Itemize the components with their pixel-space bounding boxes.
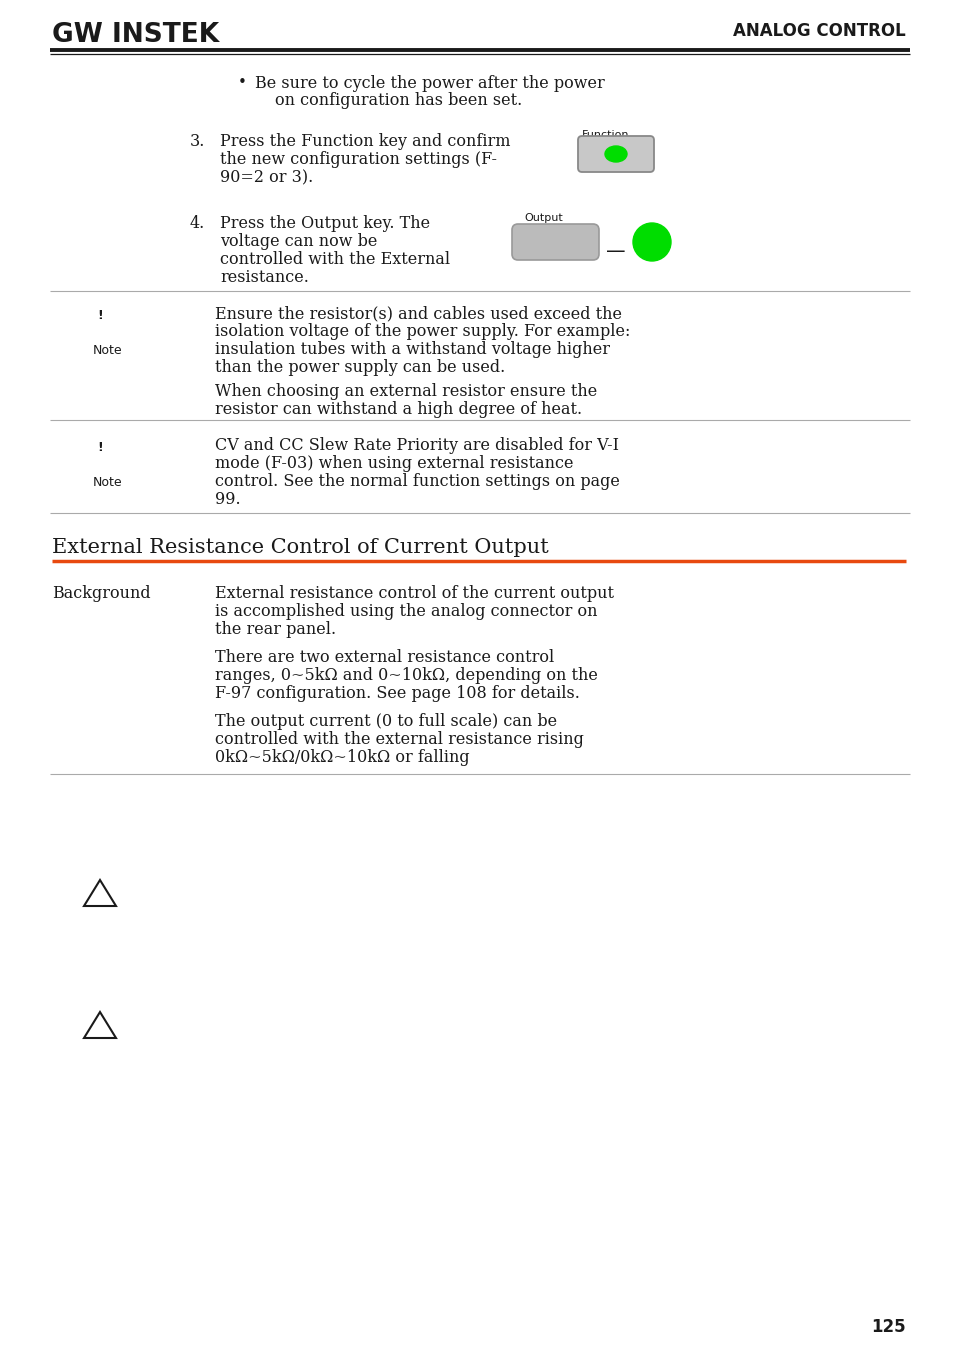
Text: 99.: 99. — [214, 491, 240, 509]
Text: resistance.: resistance. — [220, 268, 309, 286]
Text: 0kΩ~5kΩ/0kΩ~10kΩ or falling: 0kΩ~5kΩ/0kΩ~10kΩ or falling — [214, 749, 469, 766]
Text: controlled with the external resistance rising: controlled with the external resistance … — [214, 731, 583, 747]
Text: mode (F-03) when using external resistance: mode (F-03) when using external resistan… — [214, 455, 573, 472]
Polygon shape — [84, 880, 116, 907]
Text: F-97 configuration. See page 108 for details.: F-97 configuration. See page 108 for det… — [214, 685, 579, 701]
Text: When choosing an external resistor ensure the: When choosing an external resistor ensur… — [214, 383, 597, 401]
Text: voltage can now be: voltage can now be — [220, 233, 377, 250]
Text: Be sure to cycle the power after the power: Be sure to cycle the power after the pow… — [254, 76, 604, 92]
Text: resistor can withstand a high degree of heat.: resistor can withstand a high degree of … — [214, 401, 581, 418]
Text: on configuration has been set.: on configuration has been set. — [274, 92, 521, 109]
FancyBboxPatch shape — [512, 224, 598, 260]
Text: 3.: 3. — [190, 134, 205, 150]
Text: isolation voltage of the power supply. For example:: isolation voltage of the power supply. F… — [214, 322, 630, 340]
Text: CV and CC Slew Rate Priority are disabled for V-I: CV and CC Slew Rate Priority are disable… — [214, 437, 618, 455]
Text: External resistance control of the current output: External resistance control of the curre… — [214, 585, 614, 602]
Text: than the power supply can be used.: than the power supply can be used. — [214, 359, 505, 376]
Text: •: • — [237, 76, 247, 90]
Text: GW INSTEK: GW INSTEK — [52, 22, 219, 49]
FancyBboxPatch shape — [578, 136, 654, 173]
Text: Ensure the resistor(s) and cables used exceed the: Ensure the resistor(s) and cables used e… — [214, 305, 621, 322]
Text: Note: Note — [92, 344, 123, 357]
Text: ranges, 0~5kΩ and 0~10kΩ, depending on the: ranges, 0~5kΩ and 0~10kΩ, depending on t… — [214, 666, 598, 684]
Text: !: ! — [97, 441, 103, 455]
Text: 90=2 or 3).: 90=2 or 3). — [220, 169, 313, 186]
Text: Press the Function key and confirm: Press the Function key and confirm — [220, 134, 510, 150]
Text: 4.: 4. — [190, 214, 205, 232]
Text: There are two external resistance control: There are two external resistance contro… — [214, 649, 554, 666]
Text: Note: Note — [92, 476, 123, 488]
Text: the new configuration settings (F-: the new configuration settings (F- — [220, 151, 497, 169]
Polygon shape — [84, 1012, 116, 1037]
Text: Press the Output key. The: Press the Output key. The — [220, 214, 430, 232]
Text: 125: 125 — [870, 1318, 905, 1336]
Text: !: ! — [97, 309, 103, 322]
Text: Function: Function — [581, 130, 629, 140]
Text: insulation tubes with a withstand voltage higher: insulation tubes with a withstand voltag… — [214, 341, 609, 357]
Text: is accomplished using the analog connector on: is accomplished using the analog connect… — [214, 603, 597, 621]
Text: controlled with the External: controlled with the External — [220, 251, 450, 268]
Text: —: — — [605, 241, 625, 260]
Text: Output: Output — [523, 213, 562, 223]
Text: The output current (0 to full scale) can be: The output current (0 to full scale) can… — [214, 714, 557, 730]
Circle shape — [633, 223, 670, 260]
Text: Background: Background — [52, 585, 151, 602]
Text: control. See the normal function settings on page: control. See the normal function setting… — [214, 473, 619, 490]
Text: ANALOG CONTROL: ANALOG CONTROL — [733, 22, 905, 40]
Text: the rear panel.: the rear panel. — [214, 621, 335, 638]
Ellipse shape — [604, 146, 626, 162]
Text: External Resistance Control of Current Output: External Resistance Control of Current O… — [52, 538, 548, 557]
